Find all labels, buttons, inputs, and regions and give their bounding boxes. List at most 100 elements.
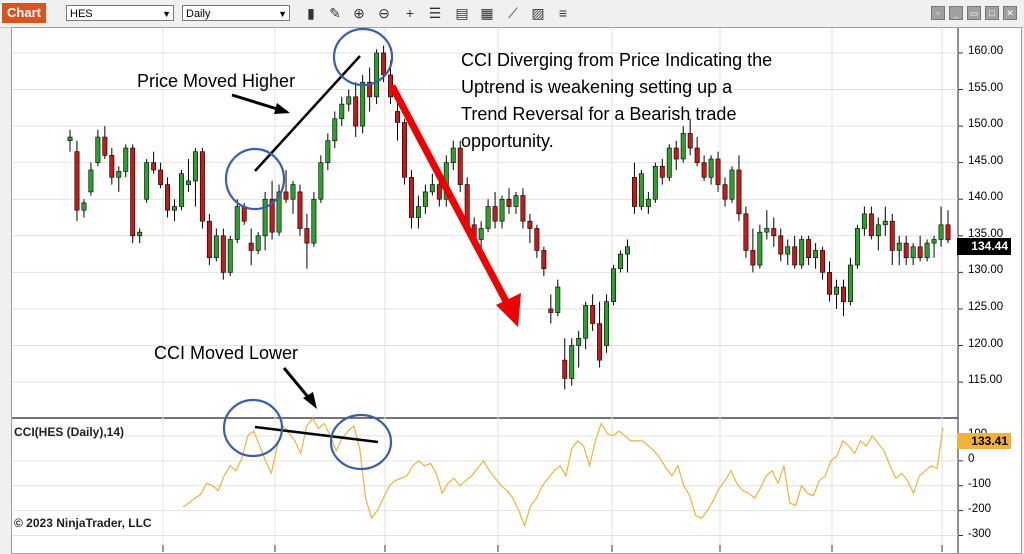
candle-body-down	[792, 246, 798, 266]
candle	[144, 159, 150, 203]
candle	[820, 246, 826, 280]
tile-button[interactable]: ▫	[931, 6, 945, 20]
candle	[374, 49, 380, 105]
minimize-button[interactable]: _	[949, 6, 963, 20]
candle	[666, 144, 672, 181]
candle	[262, 191, 268, 251]
candle-body-up	[645, 198, 651, 207]
price-tick-label: 130.00	[968, 264, 1004, 277]
candle-body-down	[408, 176, 414, 218]
candle-body-down	[917, 246, 923, 259]
chevron-down-icon: ▼	[162, 9, 171, 19]
data-series-icon[interactable]: ⟋	[508, 5, 518, 21]
annotation-price: Price Moved Higher	[137, 71, 296, 91]
candle-body-down	[903, 242, 909, 259]
cci-high-circle	[222, 398, 284, 458]
candle	[478, 221, 484, 251]
candle	[206, 213, 212, 266]
draw-pencil-icon[interactable]: ✎	[329, 5, 341, 21]
candle	[199, 148, 205, 229]
candle	[861, 206, 867, 236]
price-high-circle	[332, 27, 394, 87]
candle-body-down	[806, 239, 812, 259]
candle-body-up	[924, 242, 930, 259]
restore-button[interactable]: ▭	[967, 6, 981, 20]
candle	[541, 246, 547, 277]
candle-body-down	[353, 96, 359, 127]
candle	[576, 330, 582, 368]
chart-trader-icon[interactable]: ≡	[558, 5, 568, 21]
bar-type-icon[interactable]: ▮	[307, 5, 315, 21]
candle	[506, 188, 512, 214]
candle-body-up	[311, 198, 317, 244]
candle	[325, 133, 331, 170]
instrument-select[interactable]: HES ▼	[66, 5, 174, 21]
candle	[116, 166, 122, 192]
candle-body-down	[109, 155, 115, 178]
price-tick-label: 160.00	[968, 44, 1004, 57]
candle	[429, 173, 435, 196]
chevron-down-icon: ▼	[278, 9, 287, 19]
candle	[938, 206, 944, 247]
candle	[137, 228, 143, 244]
candle-body-down	[367, 81, 373, 98]
chart-tab[interactable]: Chart	[2, 3, 46, 23]
cci-tick-label: -300	[968, 527, 992, 540]
candle-body-down	[436, 184, 442, 200]
properties-icon[interactable]: ☰	[428, 5, 442, 21]
indicator-icon[interactable]: ▨	[531, 5, 545, 21]
zoom-in-icon[interactable]: ⊕	[353, 5, 365, 21]
close-button[interactable]: ✕	[1003, 6, 1017, 20]
candle	[687, 118, 693, 156]
candle-body-up	[81, 202, 87, 211]
candle-body-down	[248, 242, 254, 251]
candle	[248, 228, 254, 266]
candle	[220, 228, 226, 280]
price-trend-line	[254, 55, 361, 172]
candle-body-up	[847, 264, 853, 302]
maximize-button[interactable]: □	[985, 6, 999, 20]
strategy-icon[interactable]: ▦	[480, 5, 494, 21]
price-tick-label: 115.00	[968, 374, 1003, 387]
candle-body-up	[415, 206, 421, 218]
candle	[318, 155, 324, 203]
candle	[109, 148, 115, 185]
candle	[276, 184, 282, 236]
candle	[95, 129, 101, 167]
candle	[548, 294, 554, 324]
candle	[158, 162, 164, 189]
template-icon[interactable]: ▤	[455, 5, 469, 21]
annotation-main: CCI Diverging from Price Indicating the …	[461, 47, 821, 155]
interval-select[interactable]: Daily ▼	[182, 5, 290, 21]
candle-body-down	[827, 272, 832, 295]
candle-body-up	[611, 268, 616, 302]
instrument-value: HES	[70, 8, 93, 20]
candle-body-down	[820, 250, 826, 273]
candle-body-down	[597, 323, 603, 361]
candle-body-up	[882, 220, 888, 226]
candle-body-up	[213, 235, 219, 259]
candle	[764, 210, 770, 240]
candle-body-down	[743, 213, 749, 251]
price-tick-label: 145.00	[968, 154, 1004, 167]
candle	[847, 257, 853, 306]
candle	[346, 89, 352, 112]
candle-body-up	[618, 253, 623, 270]
candle-body-up	[374, 52, 380, 98]
candle	[736, 155, 742, 222]
candle-body-up	[799, 239, 805, 266]
candle	[102, 126, 108, 159]
candle-body-up	[192, 151, 198, 182]
candle	[527, 213, 533, 244]
candle	[213, 228, 219, 262]
candle-body-up	[708, 158, 714, 178]
candle	[151, 151, 157, 174]
crosshair-icon[interactable]: +	[405, 5, 415, 21]
candle	[74, 140, 80, 222]
candle	[924, 239, 930, 262]
candle-body-down	[102, 136, 108, 156]
candle-body-up	[861, 213, 867, 229]
zoom-out-icon[interactable]: ⊖	[378, 5, 390, 21]
candle-body-down	[548, 308, 554, 313]
toolbar: Chart HES ▼ Daily ▼ ▮ ✎ ⊕ ⊖ + ☰ ▤ ▦ ⟋ ▨ …	[0, 0, 1024, 28]
